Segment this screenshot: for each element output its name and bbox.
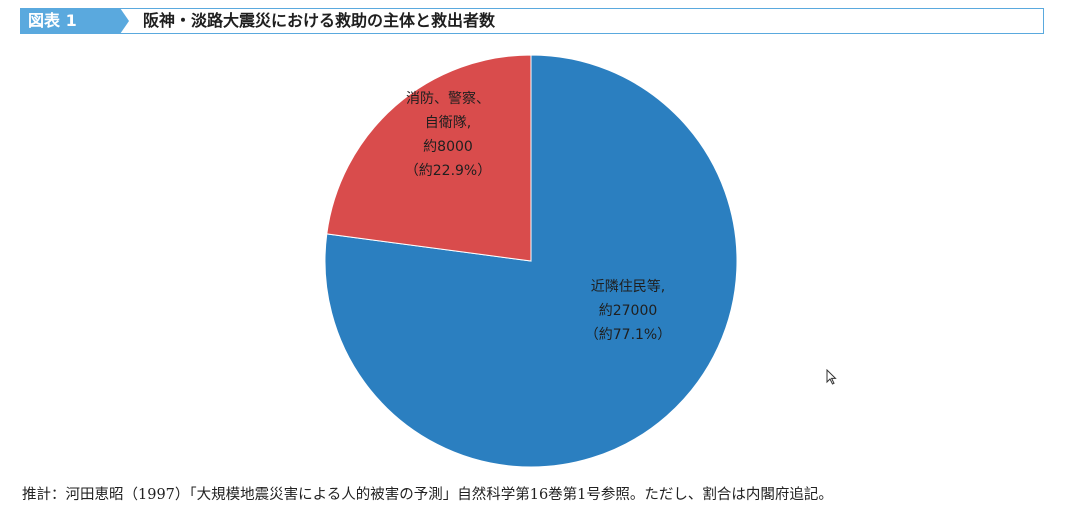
mouse-cursor-icon xyxy=(826,369,837,385)
source-note: 推計：河田恵昭（1997）「大規模地震災害による人的被害の予測」自然科学第16巻… xyxy=(22,487,833,503)
figure-header: 図表 1 阪神・淡路大震災における救助の主体と救出者数 xyxy=(20,8,1044,34)
figure-title: 阪神・淡路大震災における救助の主体と救出者数 xyxy=(143,11,496,30)
figure-label-arrow xyxy=(120,8,129,34)
figure-label: 図表 1 xyxy=(20,8,120,34)
slice-data-label: 消防、警察、自衛隊,約8000 （約22.9%） xyxy=(405,90,491,179)
slice-data-label: 近隣住民等,約27000 （約77.1%） xyxy=(585,278,671,343)
pie-slice xyxy=(326,54,532,262)
